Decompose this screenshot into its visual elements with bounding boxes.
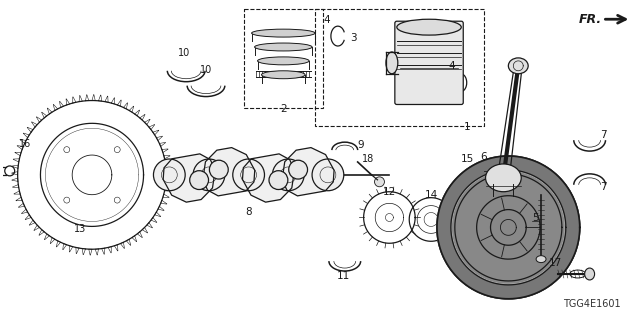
Polygon shape bbox=[163, 154, 215, 202]
Ellipse shape bbox=[257, 57, 309, 65]
Bar bbox=[244, 9, 323, 108]
Ellipse shape bbox=[255, 43, 312, 51]
Text: 7: 7 bbox=[600, 130, 607, 140]
Ellipse shape bbox=[508, 58, 528, 74]
Ellipse shape bbox=[252, 29, 315, 37]
Text: 6: 6 bbox=[481, 152, 487, 162]
Circle shape bbox=[209, 160, 228, 179]
Text: 16: 16 bbox=[19, 139, 31, 149]
Polygon shape bbox=[282, 148, 334, 196]
Polygon shape bbox=[203, 148, 255, 196]
Text: 17: 17 bbox=[549, 258, 563, 268]
Circle shape bbox=[233, 159, 264, 191]
Ellipse shape bbox=[585, 268, 595, 280]
Text: 8: 8 bbox=[246, 206, 252, 217]
Circle shape bbox=[312, 159, 344, 191]
Text: 12: 12 bbox=[383, 187, 396, 197]
Circle shape bbox=[193, 159, 225, 191]
Text: 4: 4 bbox=[449, 61, 456, 71]
Text: FR.: FR. bbox=[579, 13, 602, 26]
Circle shape bbox=[289, 160, 308, 179]
Text: 2: 2 bbox=[280, 104, 287, 115]
Ellipse shape bbox=[262, 71, 305, 79]
Text: 9: 9 bbox=[358, 140, 364, 150]
Ellipse shape bbox=[536, 256, 546, 263]
Ellipse shape bbox=[386, 52, 398, 74]
FancyBboxPatch shape bbox=[395, 21, 463, 105]
Bar bbox=[315, 9, 484, 126]
Text: 7: 7 bbox=[600, 182, 607, 192]
Bar bbox=[484, 162, 501, 180]
Text: TGG4E1601: TGG4E1601 bbox=[563, 299, 620, 309]
Ellipse shape bbox=[486, 164, 521, 192]
Circle shape bbox=[273, 159, 304, 191]
Text: 11: 11 bbox=[337, 271, 351, 281]
Text: 4: 4 bbox=[323, 15, 330, 25]
Text: 1: 1 bbox=[463, 122, 470, 132]
Text: 3: 3 bbox=[349, 33, 356, 43]
Circle shape bbox=[269, 171, 288, 189]
Text: 14: 14 bbox=[424, 190, 438, 200]
Polygon shape bbox=[243, 154, 294, 202]
Text: 18: 18 bbox=[362, 154, 374, 164]
Text: 10: 10 bbox=[200, 65, 212, 75]
Text: 5: 5 bbox=[532, 213, 539, 223]
Circle shape bbox=[437, 156, 580, 299]
Text: 15: 15 bbox=[461, 154, 474, 164]
Circle shape bbox=[374, 177, 385, 187]
Circle shape bbox=[154, 159, 185, 191]
Text: 10: 10 bbox=[178, 48, 190, 58]
Ellipse shape bbox=[397, 19, 461, 35]
Text: 13: 13 bbox=[74, 224, 86, 234]
Circle shape bbox=[189, 171, 209, 189]
